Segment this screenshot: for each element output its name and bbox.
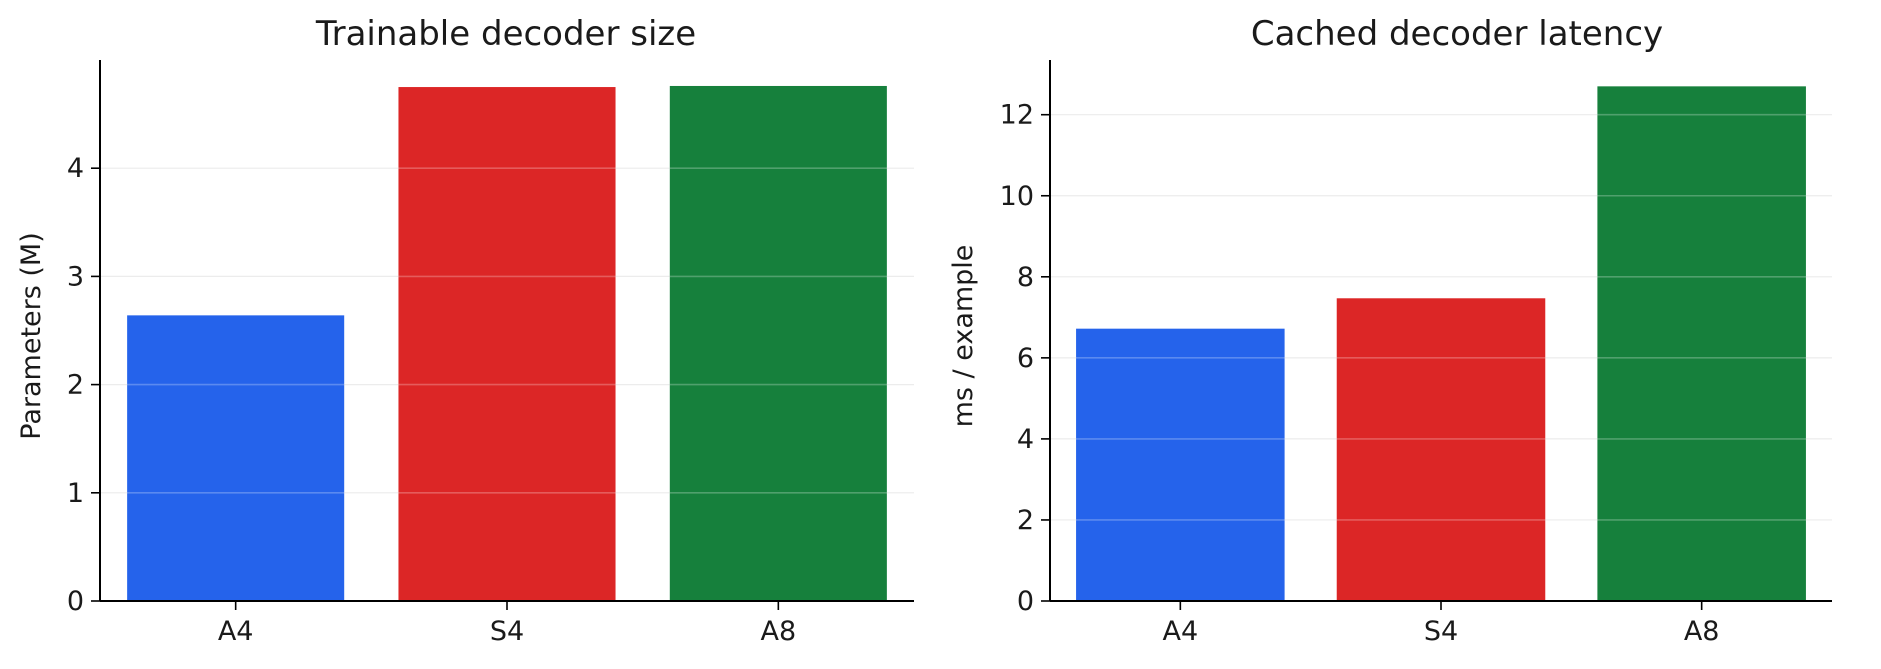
chart-title: Trainable decoder size bbox=[315, 14, 696, 54]
bar-a8 bbox=[1597, 86, 1806, 601]
y-tick-label: 6 bbox=[1017, 343, 1034, 374]
x-tick-label: A8 bbox=[1684, 616, 1720, 647]
gridlines-overlay bbox=[100, 167, 914, 494]
x-tick-label: A4 bbox=[218, 616, 254, 647]
y-tick-label: 0 bbox=[67, 586, 84, 617]
x-tick-label: S4 bbox=[1424, 616, 1458, 647]
chart-panel-parameters: Trainable decoder size Parameters (M) 0 1… bbox=[16, 14, 914, 647]
y-tick-label: 4 bbox=[67, 153, 84, 184]
x-ticks: A4 S4 A8 bbox=[1163, 601, 1720, 647]
chart-panel-latency: Cached decoder latency ms / example 0 2 4 6… bbox=[948, 14, 1832, 647]
x-tick-label: A8 bbox=[761, 616, 797, 647]
bar-s4 bbox=[1336, 298, 1546, 601]
y-tick-label: 12 bbox=[1000, 100, 1034, 131]
y-tick-label: 2 bbox=[1017, 505, 1034, 536]
y-axis-label: Parameters (M) bbox=[16, 232, 47, 439]
y-tick-label: 10 bbox=[1000, 181, 1034, 212]
y-tick-label: 3 bbox=[67, 261, 84, 292]
y-axis-label: ms / example bbox=[948, 245, 979, 428]
y-ticks: 0 1 2 3 4 bbox=[67, 153, 100, 617]
bars bbox=[1076, 86, 1806, 601]
y-tick-label: 4 bbox=[1017, 424, 1034, 455]
x-ticks: A4 S4 A8 bbox=[218, 601, 796, 647]
y-tick-label: 0 bbox=[1017, 586, 1034, 617]
gridlines-overlay bbox=[1050, 113, 1832, 521]
bar-s4 bbox=[398, 87, 616, 602]
y-ticks: 0 2 4 6 8 10 12 bbox=[1000, 100, 1050, 617]
bar-a4 bbox=[127, 315, 345, 601]
y-tick-label: 8 bbox=[1017, 262, 1034, 293]
bars bbox=[127, 85, 887, 602]
y-tick-label: 2 bbox=[67, 370, 84, 401]
y-tick-label: 1 bbox=[67, 478, 84, 509]
bar-a8 bbox=[669, 85, 887, 601]
chart-title: Cached decoder latency bbox=[1251, 14, 1663, 54]
x-tick-label: A4 bbox=[1163, 616, 1199, 647]
x-tick-label: S4 bbox=[490, 616, 524, 647]
bar-a4 bbox=[1076, 328, 1285, 601]
